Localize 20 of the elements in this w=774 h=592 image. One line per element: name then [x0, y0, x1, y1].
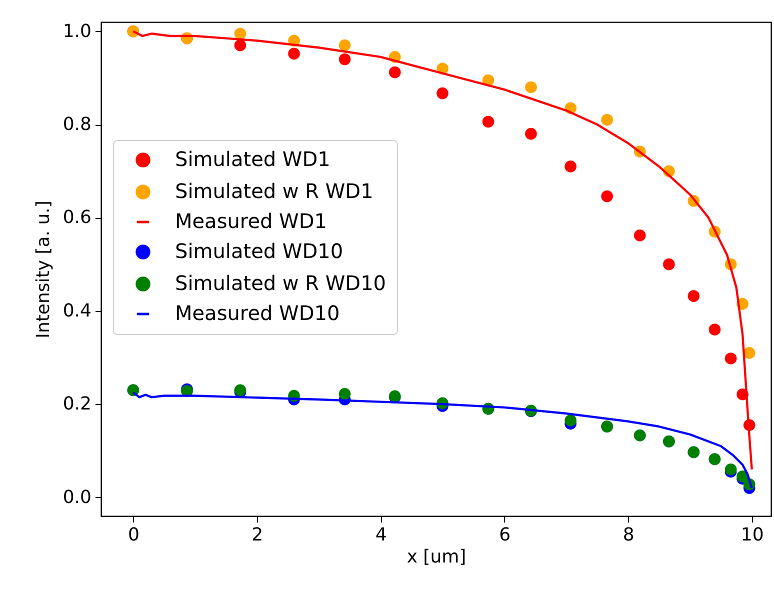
y-tick-label: 1.0	[62, 20, 92, 42]
legend-label: Simulated WD10	[175, 239, 344, 263]
x-tick-label: 4	[375, 524, 387, 546]
y-tick-label: 0.8	[62, 114, 92, 136]
legend-label: Measured WD1	[175, 209, 327, 233]
legend-label: Simulated w R WD1	[175, 179, 374, 203]
y-axis-title: Intensity [a. u.]	[32, 200, 54, 338]
x-tick-label: 0	[128, 524, 140, 546]
x-tick-label: 2	[252, 524, 264, 546]
y-tick-label: 0.2	[62, 394, 92, 415]
x-axis-title: x [um]	[406, 546, 466, 568]
x-tick-label: 8	[622, 524, 634, 546]
y-tick-label: 0.4	[62, 300, 92, 322]
x-tick-label: 6	[499, 524, 511, 546]
y-tick-label: 0.6	[62, 207, 92, 228]
legend-label: Measured WD10	[175, 301, 340, 325]
y-tick-label: 0.0	[62, 486, 92, 508]
legend-label: Simulated WD1	[175, 147, 330, 171]
x-tick-label: 10	[740, 524, 764, 546]
legend-label: Simulated w R WD10	[175, 271, 386, 295]
